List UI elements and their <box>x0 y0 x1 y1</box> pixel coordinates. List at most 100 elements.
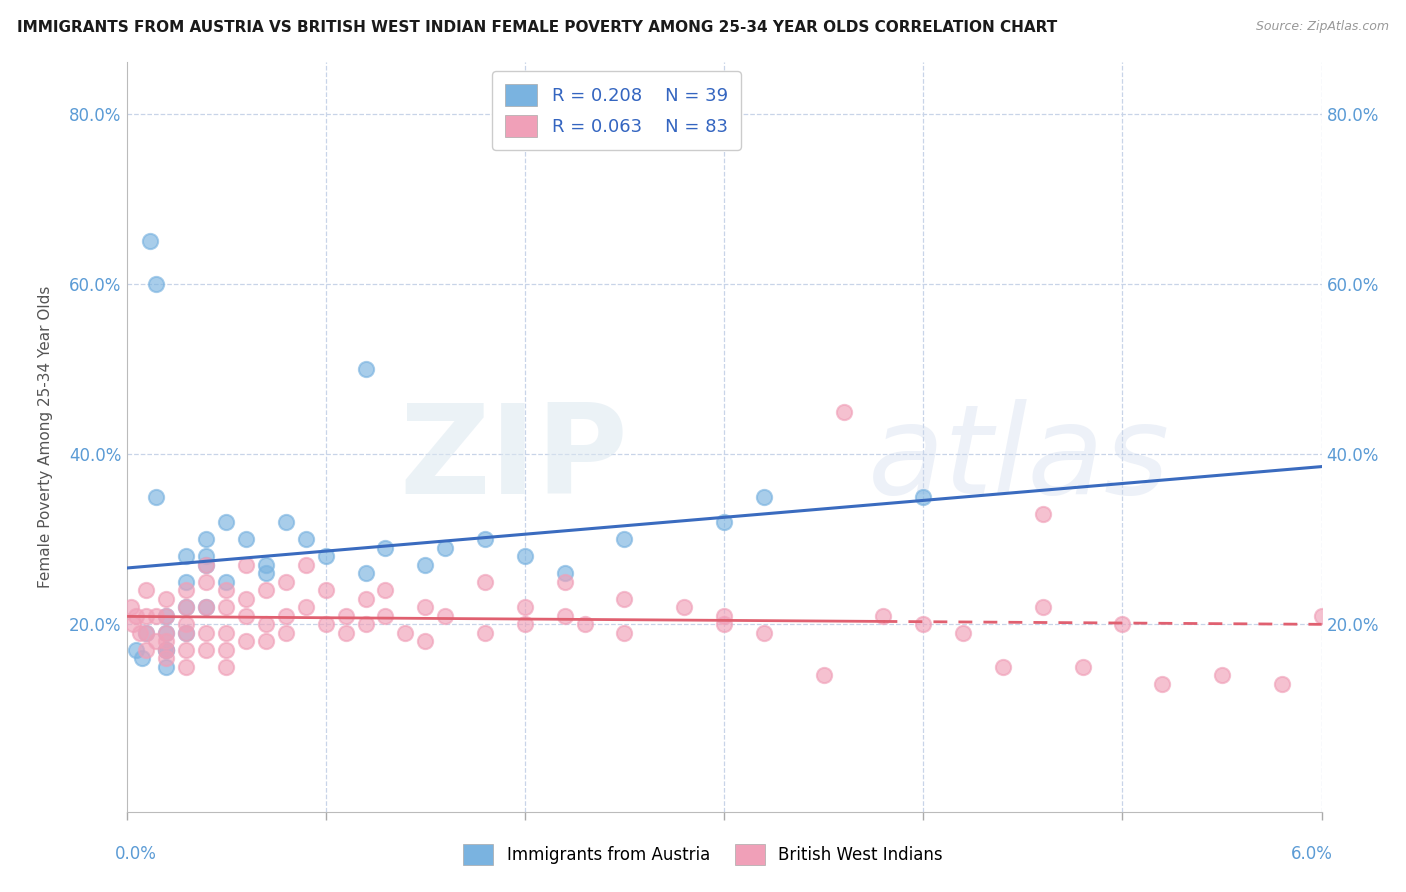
Point <box>125 608 148 623</box>
Point <box>474 574 496 589</box>
Point <box>174 583 197 598</box>
Text: ZIP: ZIP <box>399 399 628 520</box>
Point <box>413 634 436 648</box>
Point <box>1071 660 1094 674</box>
Point <box>155 608 177 623</box>
Point <box>131 651 153 665</box>
Point <box>374 583 396 598</box>
Point <box>125 643 148 657</box>
Point <box>174 600 197 615</box>
Point <box>1152 677 1174 691</box>
Point <box>752 490 775 504</box>
Text: IMMIGRANTS FROM AUSTRIA VS BRITISH WEST INDIAN FEMALE POVERTY AMONG 25-34 YEAR O: IMMIGRANTS FROM AUSTRIA VS BRITISH WEST … <box>17 20 1057 35</box>
Point <box>673 600 696 615</box>
Point <box>254 566 277 581</box>
Point <box>752 626 775 640</box>
Y-axis label: Female Poverty Among 25-34 Year Olds: Female Poverty Among 25-34 Year Olds <box>38 286 52 588</box>
Point <box>195 558 218 572</box>
Point <box>195 626 218 640</box>
Point <box>174 626 197 640</box>
Point <box>195 574 218 589</box>
Point <box>294 558 316 572</box>
Point <box>354 566 377 581</box>
Point <box>195 600 218 615</box>
Point <box>195 643 218 657</box>
Point <box>354 591 377 606</box>
Point <box>513 617 536 632</box>
Point <box>474 533 496 547</box>
Point <box>195 549 218 564</box>
Point <box>554 566 576 581</box>
Point <box>1271 677 1294 691</box>
Point <box>145 634 167 648</box>
Point <box>991 660 1014 674</box>
Point <box>713 515 735 529</box>
Point <box>1211 668 1233 682</box>
Point <box>121 617 143 632</box>
Text: 0.0%: 0.0% <box>115 845 157 863</box>
Point <box>155 626 177 640</box>
Point <box>145 277 167 291</box>
Point <box>135 608 157 623</box>
Point <box>254 558 277 572</box>
Point <box>554 574 576 589</box>
Point <box>413 600 436 615</box>
Point <box>274 626 297 640</box>
Point <box>274 574 297 589</box>
Point <box>254 617 277 632</box>
Point <box>129 626 152 640</box>
Point <box>174 643 197 657</box>
Point <box>155 643 177 657</box>
Point <box>174 600 197 615</box>
Point <box>195 533 218 547</box>
Point <box>135 626 157 640</box>
Point <box>315 583 337 598</box>
Point <box>912 617 935 632</box>
Point <box>354 362 377 376</box>
Point <box>215 643 238 657</box>
Point <box>394 626 416 640</box>
Point <box>832 404 855 418</box>
Text: 6.0%: 6.0% <box>1291 845 1333 863</box>
Point <box>434 608 457 623</box>
Point <box>254 583 277 598</box>
Point <box>135 583 157 598</box>
Point <box>235 634 257 648</box>
Point <box>135 626 157 640</box>
Legend: Immigrants from Austria, British West Indians: Immigrants from Austria, British West In… <box>456 836 950 873</box>
Point <box>155 643 177 657</box>
Point <box>294 533 316 547</box>
Point <box>235 591 257 606</box>
Point <box>235 533 257 547</box>
Point <box>952 626 974 640</box>
Point <box>155 643 177 657</box>
Point <box>155 608 177 623</box>
Point <box>235 558 257 572</box>
Point <box>235 608 257 623</box>
Point <box>554 608 576 623</box>
Point <box>1032 600 1054 615</box>
Point <box>335 608 357 623</box>
Point <box>613 626 636 640</box>
Point <box>135 643 157 657</box>
Point <box>155 626 177 640</box>
Point <box>354 617 377 632</box>
Point <box>174 617 197 632</box>
Point <box>155 634 177 648</box>
Point <box>155 591 177 606</box>
Point <box>254 634 277 648</box>
Point <box>294 600 316 615</box>
Point <box>813 668 835 682</box>
Point <box>215 574 238 589</box>
Point <box>315 549 337 564</box>
Point <box>872 608 894 623</box>
Point <box>1032 507 1054 521</box>
Point <box>613 591 636 606</box>
Point <box>274 608 297 623</box>
Point <box>215 600 238 615</box>
Point <box>174 549 197 564</box>
Point <box>413 558 436 572</box>
Point <box>374 608 396 623</box>
Point <box>713 608 735 623</box>
Point <box>215 626 238 640</box>
